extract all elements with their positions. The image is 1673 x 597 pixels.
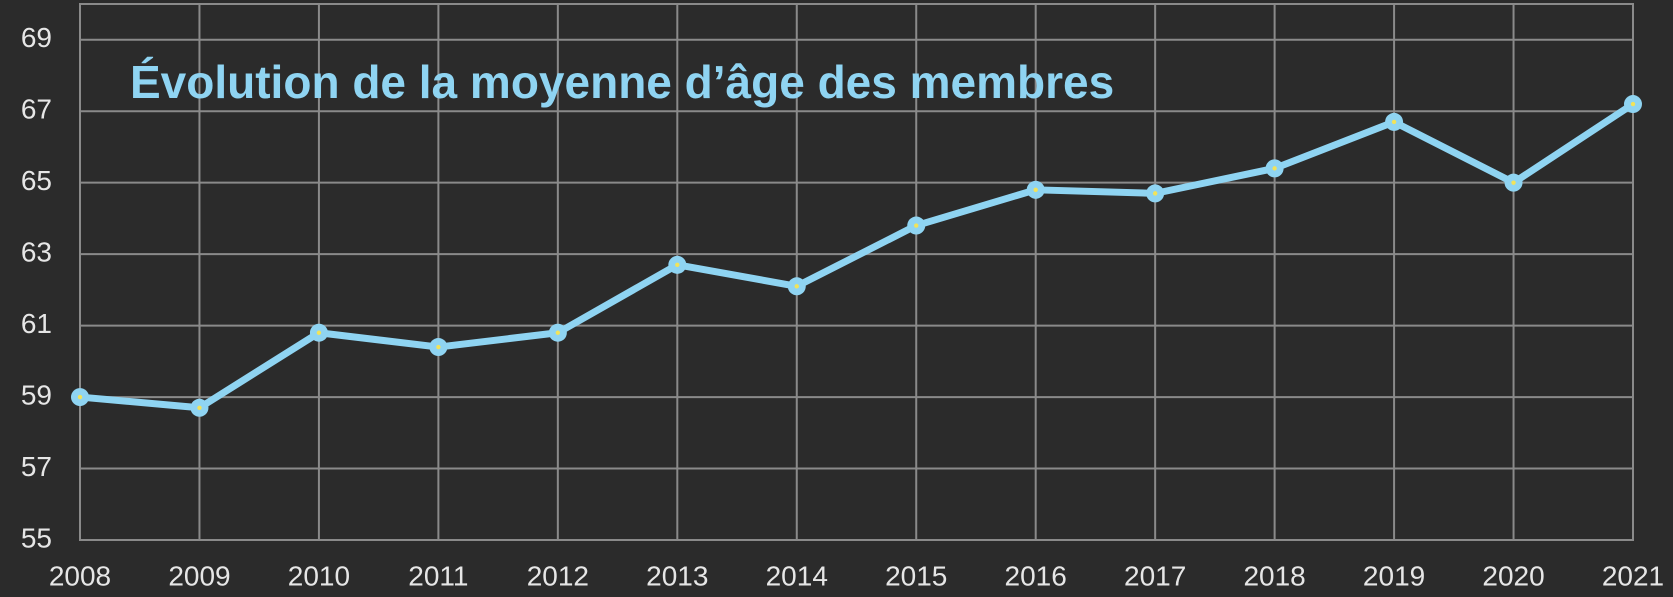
marker-center bbox=[1033, 187, 1038, 193]
grid: 55 57 59 61 63 65 67 69 2008 2009 2010 2011 2012 2013… bbox=[21, 3, 1664, 591]
marker-center bbox=[77, 394, 83, 400]
series-line bbox=[79, 101, 1635, 412]
x-tick-label: 2009 bbox=[168, 560, 230, 591]
y-tick-label: 59 bbox=[21, 379, 52, 410]
x-tick-label: 2019 bbox=[1363, 560, 1425, 591]
x-tick-label: 2020 bbox=[1482, 560, 1544, 591]
y-tick-label: 61 bbox=[21, 308, 52, 339]
marker-center bbox=[197, 405, 202, 410]
marker-center bbox=[1272, 166, 1277, 171]
x-tick-label: 2010 bbox=[288, 560, 350, 591]
x-tick-label: 2011 bbox=[408, 560, 468, 591]
y-tick-label: 69 bbox=[21, 22, 52, 53]
marker-center bbox=[1152, 191, 1158, 196]
marker-center bbox=[1391, 119, 1397, 125]
marker-center bbox=[555, 330, 561, 335]
marker-center bbox=[436, 344, 441, 350]
x-tick-label: 2021 bbox=[1602, 560, 1664, 591]
marks bbox=[71, 95, 1642, 417]
x-tick-label: 2017 bbox=[1124, 560, 1186, 591]
y-tick-label: 67 bbox=[21, 94, 52, 125]
marker-center bbox=[316, 330, 322, 335]
x-tick-label: 2018 bbox=[1243, 560, 1305, 591]
x-tick-label: 2013 bbox=[646, 560, 708, 591]
marker-center bbox=[675, 262, 680, 268]
y-tick-label: 55 bbox=[21, 522, 52, 553]
marker-center bbox=[1511, 180, 1516, 185]
x-tick-label: 2016 bbox=[1005, 560, 1067, 591]
marker-center bbox=[1630, 101, 1636, 107]
y-tick-label: 57 bbox=[21, 451, 52, 482]
x-tick-label: 2008 bbox=[49, 560, 111, 591]
y-tick-label: 63 bbox=[21, 237, 52, 268]
chart-title: Évolution de la moyenne d’âge des membre… bbox=[130, 56, 1114, 108]
x-tick-label: 2015 bbox=[885, 560, 947, 591]
y-tick-label: 65 bbox=[21, 165, 52, 196]
marker-center bbox=[914, 223, 919, 228]
x-tick-label: 2014 bbox=[766, 560, 828, 591]
x-tick-label: 2012 bbox=[527, 560, 589, 591]
marker-center bbox=[794, 284, 799, 289]
